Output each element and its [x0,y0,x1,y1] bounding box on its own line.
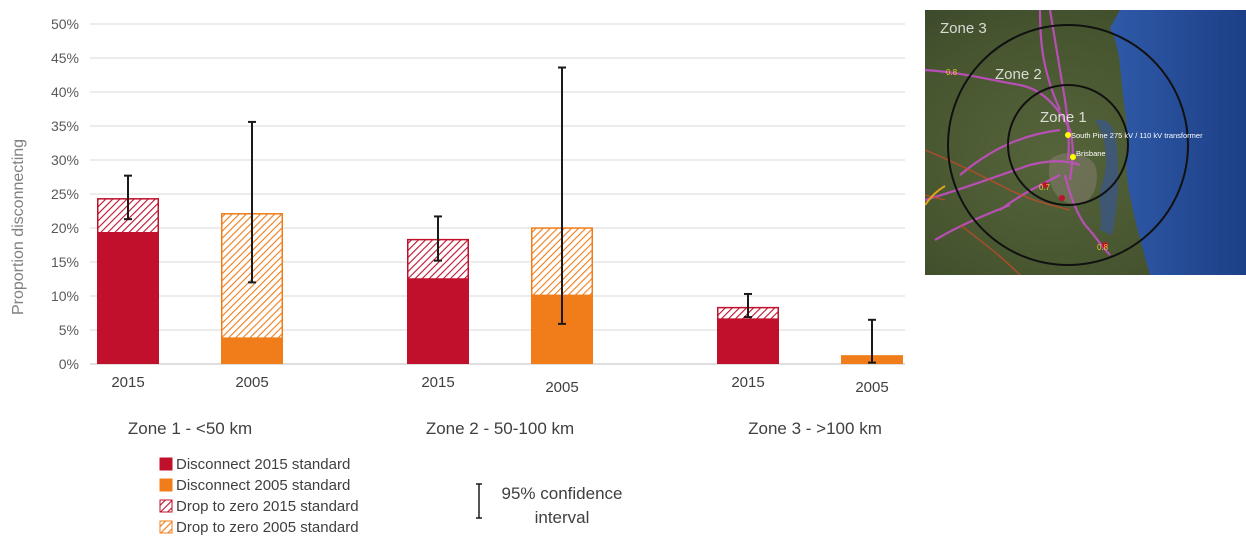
bar-disconnect-2015 [407,279,469,364]
legend-swatch [159,478,173,492]
legend-swatch [159,499,173,513]
x-tick-label: 2015 [731,374,764,391]
x-tick-label: 2005 [545,379,578,396]
y-tick-label: 25% [51,186,79,202]
red-marker [1102,242,1108,248]
bar-disconnect-2005 [221,338,283,364]
ci-legend-line-1: 95% confidence [502,484,623,503]
map-inset: Zone 3 Zone 2 Zone 1 South Pine 275 kV /… [925,10,1246,275]
y-tick-label: 0% [59,356,79,372]
bars [97,198,903,364]
y-tick-label: 5% [59,322,79,338]
ci-legend-line-2: interval [535,508,590,527]
y-axis-label: Proportion disconnecting [10,139,27,315]
map-marker-label: 0.7 [1039,183,1051,192]
y-tick-label: 35% [51,118,79,134]
zone-2-ring [1007,84,1129,206]
map-marker-label: 0.8 [1097,243,1109,252]
y-tick-label: 50% [51,16,79,32]
legend: Disconnect 2015 standard Disconnect 2005 … [159,456,359,536]
map-roads [925,149,1071,275]
x-tick-label: 2015 [421,374,454,391]
legend-swatch [159,457,173,471]
legend-label: Disconnect 2015 standard [176,456,350,473]
bar-disconnect-2015 [717,319,779,364]
ci-legend-mark [476,483,482,519]
map-marker-label: 0.8 [946,68,958,77]
x-tick-label: 2005 [855,379,888,396]
legend-swatch [159,520,173,534]
map-brisbane-label: Brisbane [1076,149,1106,158]
legend-label: Drop to zero 2005 standard [176,519,359,536]
y-tick-label: 30% [51,152,79,168]
x-tick-label: 2015 [111,374,144,391]
map-yellow-road [925,185,946,206]
y-tick-label: 45% [51,50,79,66]
y-tick-label: 10% [51,288,79,304]
bar-disconnect-2015 [97,232,159,364]
legend-label: Disconnect 2005 standard [176,477,350,494]
brisbane-marker [1070,154,1076,160]
map-sea [1110,10,1246,275]
x-axis-labels: 2015 2005 Zone 1 - <50 km 2015 2005 Zone 2 - … [111,374,888,438]
gridlines [90,23,905,365]
zone-3-ring [947,24,1189,266]
zone-label: Zone 3 - >100 km [748,419,882,438]
red-marker [1042,182,1048,188]
zone-label: Zone 1 - <50 km [128,419,252,438]
red-marker [1059,195,1065,201]
zone-label: Zone 2 - 50-100 km [426,419,574,438]
ci-legend: 95% confidence interval [476,483,623,527]
legend-label: Drop to zero 2015 standard [176,498,359,515]
map-zone-1-label: Zone 1 [1040,109,1087,126]
y-axis: 0% 5% 10% 15% 20% 25% 30% 35% 40% 45% 50% [51,16,79,372]
map-zone-3-label: Zone 3 [940,20,987,37]
error-bars [124,66,876,364]
map-south-pine-label: South Pine 275 kV / 110 kV transformer [1071,131,1203,140]
map-urban [1049,153,1097,205]
map-zone-2-label: Zone 2 [995,66,1042,83]
south-pine-marker [1065,132,1071,138]
y-tick-label: 20% [51,220,79,236]
x-tick-label: 2005 [235,374,268,391]
y-tick-label: 15% [51,254,79,270]
y-tick-label: 40% [51,84,79,100]
map-bay [1095,119,1119,235]
